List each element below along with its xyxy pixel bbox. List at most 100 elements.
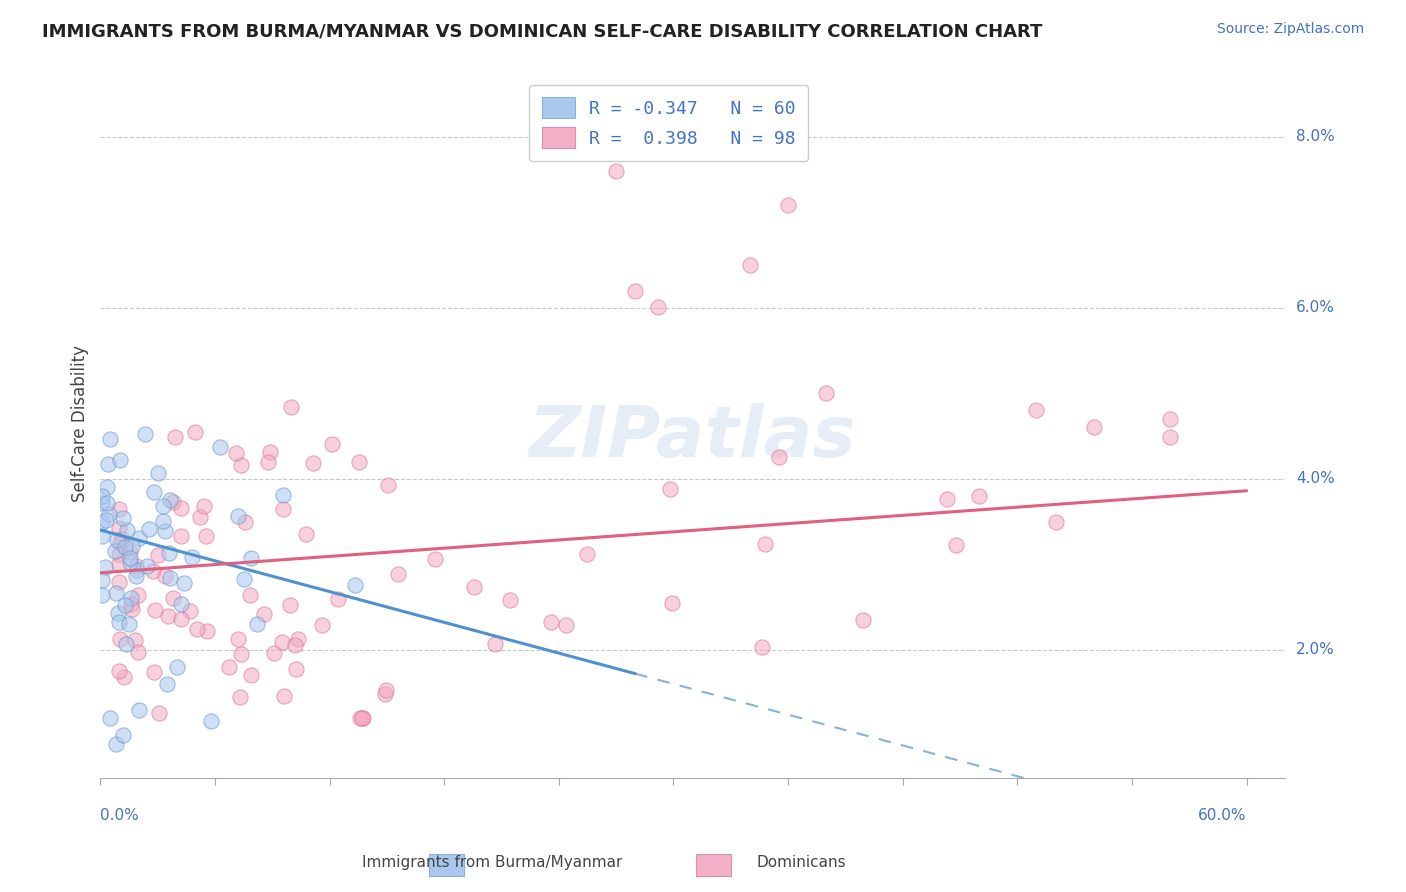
Point <box>273 689 295 703</box>
Point <box>93 559 115 574</box>
Point <box>128 702 150 716</box>
Point <box>104 544 127 558</box>
Point <box>156 677 179 691</box>
Point <box>352 711 374 725</box>
Point <box>209 440 232 454</box>
Point <box>108 632 131 647</box>
Point <box>1045 515 1067 529</box>
Point <box>146 548 169 562</box>
Point <box>1159 412 1181 426</box>
Point <box>263 646 285 660</box>
Text: 8.0%: 8.0% <box>1296 129 1334 145</box>
Point <box>349 711 371 725</box>
Point <box>114 599 136 613</box>
Point <box>231 648 253 662</box>
Point <box>121 601 143 615</box>
Point <box>108 575 131 590</box>
Point <box>195 624 218 638</box>
Point <box>120 551 142 566</box>
Point <box>148 467 170 481</box>
Text: 0.0%: 0.0% <box>100 808 139 823</box>
Point <box>218 659 240 673</box>
Point <box>194 529 217 543</box>
Point <box>259 445 281 459</box>
Point <box>967 489 990 503</box>
Point <box>605 164 627 178</box>
Point <box>120 597 142 611</box>
Point <box>1159 430 1181 444</box>
Point <box>229 458 252 473</box>
Text: Immigrants from Burma/Myanmar: Immigrants from Burma/Myanmar <box>361 855 623 870</box>
Point <box>108 521 131 535</box>
Point <box>162 591 184 605</box>
Point <box>159 571 181 585</box>
Point <box>112 670 135 684</box>
Point <box>280 400 302 414</box>
Point <box>295 526 318 541</box>
Point <box>273 502 295 516</box>
Point <box>153 524 176 538</box>
Point <box>136 559 159 574</box>
Point <box>108 547 131 561</box>
Point <box>271 488 294 502</box>
Point <box>815 386 838 401</box>
Point <box>111 532 134 546</box>
Point <box>232 572 254 586</box>
Text: 4.0%: 4.0% <box>1296 471 1334 486</box>
Point <box>105 533 128 547</box>
Point <box>463 580 485 594</box>
Point <box>91 529 114 543</box>
Point <box>112 728 135 742</box>
Point <box>143 665 166 679</box>
Point <box>498 593 520 607</box>
Point <box>738 258 761 272</box>
Point <box>108 664 131 678</box>
Text: Source: ZipAtlas.com: Source: ZipAtlas.com <box>1216 22 1364 37</box>
Point <box>120 591 142 605</box>
Point <box>96 496 118 510</box>
Point <box>343 578 366 592</box>
Point <box>118 617 141 632</box>
Point <box>352 711 374 725</box>
Point <box>134 426 156 441</box>
Point <box>91 496 114 510</box>
Point <box>647 301 669 315</box>
Point <box>540 615 562 630</box>
Point <box>159 493 181 508</box>
Point <box>156 609 179 624</box>
Point <box>110 536 132 550</box>
Point <box>142 484 165 499</box>
Point <box>754 537 776 551</box>
Point <box>108 501 131 516</box>
Point <box>659 482 682 496</box>
Point <box>159 546 181 560</box>
Point <box>751 640 773 654</box>
Point <box>228 690 250 704</box>
Point <box>240 667 263 681</box>
Point <box>287 632 309 646</box>
Point <box>180 550 202 565</box>
Point <box>278 598 301 612</box>
Point <box>170 612 193 626</box>
Point <box>184 425 207 439</box>
Point <box>193 499 215 513</box>
Point <box>425 551 447 566</box>
Point <box>125 558 148 573</box>
Point <box>377 477 399 491</box>
Point <box>115 637 138 651</box>
Point <box>173 576 195 591</box>
Point <box>226 632 249 646</box>
Point <box>111 510 134 524</box>
Y-axis label: Self-Care Disability: Self-Care Disability <box>72 344 89 501</box>
Point <box>1025 403 1047 417</box>
Point <box>935 492 957 507</box>
Point <box>98 711 121 725</box>
Point <box>624 284 647 298</box>
Point <box>97 507 120 521</box>
Point <box>576 548 599 562</box>
Point <box>107 606 129 620</box>
Point <box>233 515 256 529</box>
Point <box>285 662 308 676</box>
Point <box>375 683 398 698</box>
Point <box>374 687 396 701</box>
